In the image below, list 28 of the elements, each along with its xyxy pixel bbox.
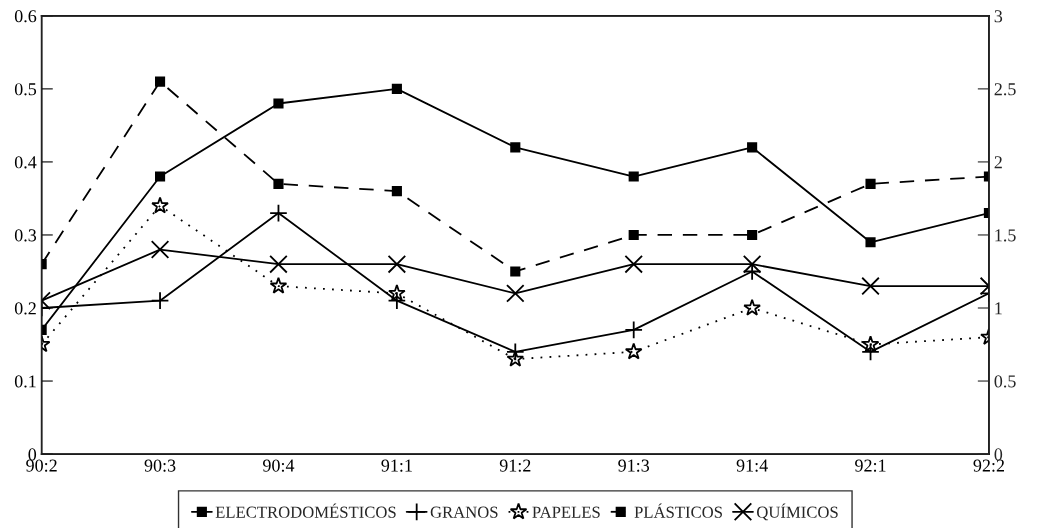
x-tick-label: 90:3 xyxy=(144,459,176,472)
y2-tick-label: 0 xyxy=(994,448,1003,461)
y-tick-label: 0.1 xyxy=(14,375,36,388)
legend-label: PLÁSTICOS xyxy=(634,503,722,518)
x-tick-label: 90:2 xyxy=(26,459,57,472)
y-tick-label: 0.4 xyxy=(14,156,37,169)
x-tick-label: 90:4 xyxy=(263,459,295,472)
y-tick-label: 0 xyxy=(28,448,37,461)
x-tick-label: 91:4 xyxy=(736,459,768,472)
x-tick-label: 91:1 xyxy=(381,459,412,472)
x-tick-label: 91:2 xyxy=(499,459,531,472)
legend-label: GRANOS xyxy=(430,506,498,518)
y2-tick-label: 2.5 xyxy=(994,83,1016,96)
y2-tick-label: 1.5 xyxy=(995,229,1016,242)
x-tick-label: 92:2 xyxy=(973,459,1004,472)
y-tick-label: 0.2 xyxy=(14,302,36,315)
y2-tick-label: 1 xyxy=(995,302,1002,315)
y-tick-label: 0.6 xyxy=(14,10,37,23)
x-tick-label: 92:1 xyxy=(855,459,886,472)
y-tick-label: 0.5 xyxy=(14,83,37,96)
y-tick-label: 0.3 xyxy=(14,229,37,242)
legend-label: ELECTRODOMÉSTICOS xyxy=(215,503,396,518)
y2-tick-label: 3 xyxy=(994,10,1003,23)
legend-label: PAPELES xyxy=(532,506,600,518)
y2-tick-label: 0.5 xyxy=(994,375,1016,388)
legend-label: QUÍMICOS xyxy=(756,503,838,521)
x-tick-label: 91:3 xyxy=(618,459,650,472)
y2-tick-label: 2 xyxy=(994,156,1002,169)
